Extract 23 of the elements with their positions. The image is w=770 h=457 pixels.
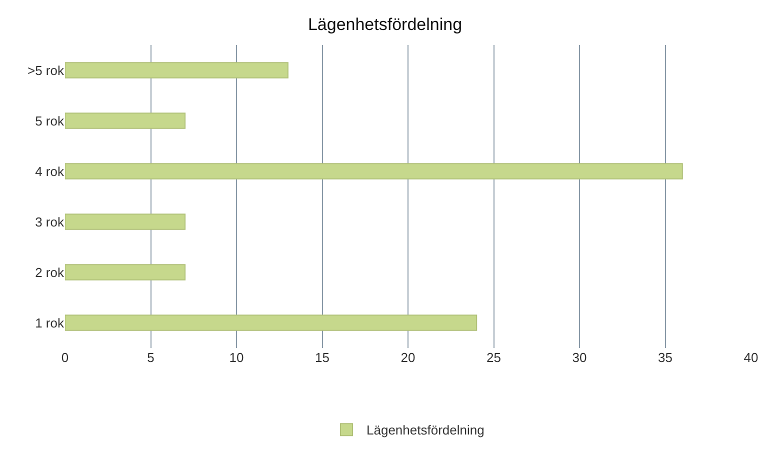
x-tick-label: 0 (61, 350, 69, 365)
y-tick-label: 2 rok (35, 264, 64, 280)
x-tick-label: 10 (229, 350, 244, 365)
y-tick-label: 4 rok (35, 164, 64, 179)
x-tick-label: 40 (744, 350, 758, 365)
y-tick-label: >5 rok (28, 62, 64, 78)
x-tick-label: 15 (315, 350, 330, 365)
chart-title: Lägenhetsfördelning (308, 15, 462, 34)
x-tick-label: 5 (147, 350, 154, 365)
bar (65, 62, 288, 78)
x-tick-label: 30 (572, 350, 587, 365)
bar (65, 264, 186, 280)
x-tick-label: 35 (658, 350, 672, 365)
y-tick-label: 3 rok (35, 214, 64, 230)
x-tick-label: 25 (486, 350, 501, 365)
bar (65, 112, 186, 129)
x-tick-label: 20 (400, 350, 416, 365)
y-tick-label: 5 rok (35, 113, 64, 128)
bar (65, 163, 683, 180)
legend-label: Lägenhetsfördelning (366, 422, 484, 438)
bar (65, 314, 478, 331)
y-tick-label: 1 rok (35, 315, 64, 330)
bar (65, 214, 186, 230)
